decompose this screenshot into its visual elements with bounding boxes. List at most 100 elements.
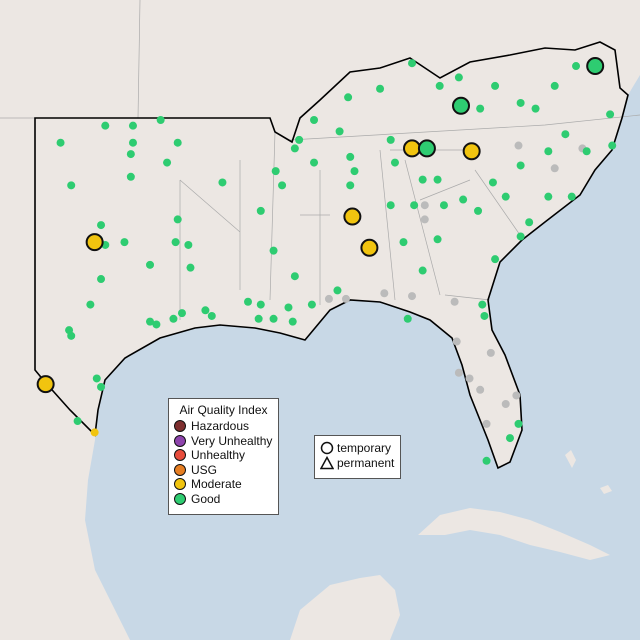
site-marker-good[interactable] (307, 300, 316, 309)
site-marker-good[interactable] (346, 152, 355, 161)
site-marker-good[interactable] (97, 382, 106, 391)
site-marker-good[interactable] (561, 130, 570, 139)
site-marker-good[interactable] (128, 138, 137, 147)
site-marker-good[interactable] (410, 201, 419, 210)
site-marker-good[interactable] (346, 181, 355, 190)
site-marker-good[interactable] (478, 300, 487, 309)
site-marker-good[interactable] (501, 192, 510, 201)
site-marker-no-data[interactable] (476, 385, 485, 394)
site-marker-good[interactable] (418, 266, 427, 275)
site-marker-good[interactable] (550, 81, 559, 90)
site-marker-good[interactable] (567, 192, 576, 201)
site-marker-good[interactable] (344, 93, 353, 102)
site-marker-moderate[interactable] (90, 428, 99, 437)
site-marker-good[interactable] (433, 235, 442, 244)
site-marker-good[interactable] (572, 62, 581, 71)
site-marker-good[interactable] (582, 147, 591, 156)
site-marker-good[interactable] (156, 116, 165, 124)
site-marker-good[interactable] (516, 161, 525, 170)
site-marker-good[interactable] (73, 417, 82, 426)
site-marker-no-data[interactable] (486, 348, 495, 357)
site-marker-good[interactable] (408, 59, 417, 68)
site-marker-moderate-highlighted[interactable] (85, 233, 104, 252)
site-marker-good[interactable] (476, 104, 485, 113)
site-marker-good[interactable] (169, 314, 178, 323)
site-marker-no-data[interactable] (465, 374, 474, 383)
site-marker-good[interactable] (418, 175, 427, 184)
site-marker-good[interactable] (101, 121, 110, 130)
site-marker-good-highlighted[interactable] (452, 96, 470, 115)
site-marker-good[interactable] (459, 195, 468, 204)
site-marker-good[interactable] (67, 181, 76, 190)
site-marker-good[interactable] (525, 218, 534, 227)
site-marker-no-data[interactable] (550, 164, 559, 173)
site-marker-good[interactable] (201, 306, 210, 315)
site-marker-moderate-highlighted[interactable] (462, 142, 481, 161)
site-marker-good[interactable] (171, 238, 180, 247)
site-marker-good[interactable] (439, 201, 448, 210)
site-marker-good[interactable] (386, 201, 395, 210)
site-marker-good[interactable] (435, 81, 444, 90)
site-marker-no-data[interactable] (452, 337, 461, 346)
site-marker-good[interactable] (173, 215, 182, 224)
site-marker-good[interactable] (482, 456, 491, 465)
site-marker-good[interactable] (333, 286, 342, 295)
site-marker-good[interactable] (146, 260, 155, 269)
site-marker-moderate-highlighted[interactable] (360, 238, 379, 257)
site-marker-good[interactable] (271, 167, 280, 176)
site-marker-good[interactable] (488, 178, 497, 187)
site-marker-good[interactable] (120, 238, 129, 247)
site-marker-no-data[interactable] (501, 400, 510, 408)
site-marker-good[interactable] (295, 135, 304, 144)
site-marker-good[interactable] (310, 158, 319, 167)
site-marker-no-data[interactable] (482, 419, 491, 428)
site-marker-good[interactable] (399, 238, 408, 247)
site-marker-good[interactable] (491, 81, 500, 90)
site-marker-good[interactable] (269, 314, 278, 323)
site-marker-no-data[interactable] (380, 289, 389, 298)
site-marker-good[interactable] (491, 255, 500, 264)
site-marker-good[interactable] (516, 232, 525, 241)
site-marker-good[interactable] (606, 110, 615, 119)
site-marker-good[interactable] (177, 309, 186, 318)
site-marker-moderate-highlighted[interactable] (403, 139, 422, 158)
site-marker-good[interactable] (376, 84, 385, 93)
site-marker-good[interactable] (480, 311, 489, 320)
site-marker-no-data[interactable] (512, 391, 521, 400)
site-marker-good[interactable] (128, 121, 137, 130)
site-marker-good-highlighted[interactable] (417, 139, 436, 158)
site-marker-good[interactable] (256, 206, 265, 215)
site-marker-no-data[interactable] (324, 294, 333, 303)
site-marker-good[interactable] (56, 138, 65, 147)
site-marker-good[interactable] (454, 73, 463, 82)
site-marker-good[interactable] (544, 192, 553, 201)
site-marker-good[interactable] (163, 158, 172, 167)
site-marker-good[interactable] (290, 272, 299, 281)
site-marker-good[interactable] (608, 141, 617, 150)
site-marker-good[interactable] (516, 98, 525, 107)
site-marker-good[interactable] (254, 314, 263, 323)
site-marker-good[interactable] (278, 181, 287, 190)
site-marker-good[interactable] (184, 240, 193, 249)
site-marker-moderate-highlighted[interactable] (36, 375, 55, 394)
site-marker-no-data[interactable] (420, 215, 429, 224)
site-marker-good[interactable] (97, 275, 106, 284)
site-marker-good[interactable] (386, 135, 395, 144)
site-marker-no-data[interactable] (408, 292, 417, 301)
site-marker-good[interactable] (284, 303, 293, 312)
site-marker-good[interactable] (173, 138, 182, 147)
site-marker-good[interactable] (505, 434, 514, 443)
site-marker-good[interactable] (514, 419, 523, 428)
site-marker-good[interactable] (244, 297, 252, 306)
site-marker-good[interactable] (218, 178, 227, 187)
site-marker-good[interactable] (433, 175, 442, 184)
site-marker-good[interactable] (335, 127, 344, 136)
site-marker-good[interactable] (290, 144, 299, 153)
site-marker-good[interactable] (403, 314, 412, 323)
site-marker-good[interactable] (146, 317, 155, 326)
site-marker-good[interactable] (474, 206, 483, 215)
site-marker-good[interactable] (269, 246, 278, 255)
site-marker-good[interactable] (544, 147, 553, 156)
site-marker-good[interactable] (207, 311, 216, 320)
